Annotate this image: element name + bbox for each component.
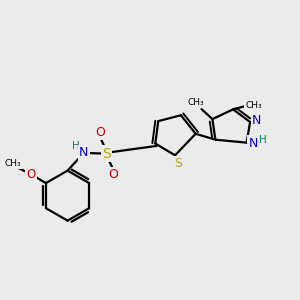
Text: S: S [102,146,111,161]
Text: O: O [108,168,118,181]
Text: H: H [259,135,267,145]
Text: O: O [26,168,36,181]
Text: H: H [72,142,80,152]
Text: N: N [248,137,258,150]
Text: S: S [174,157,182,170]
Text: CH₃: CH₃ [4,159,21,168]
Text: CH₃: CH₃ [187,98,204,107]
Text: N: N [252,114,261,127]
Text: O: O [95,126,105,139]
Text: CH₃: CH₃ [245,101,262,110]
Text: N: N [79,146,88,159]
